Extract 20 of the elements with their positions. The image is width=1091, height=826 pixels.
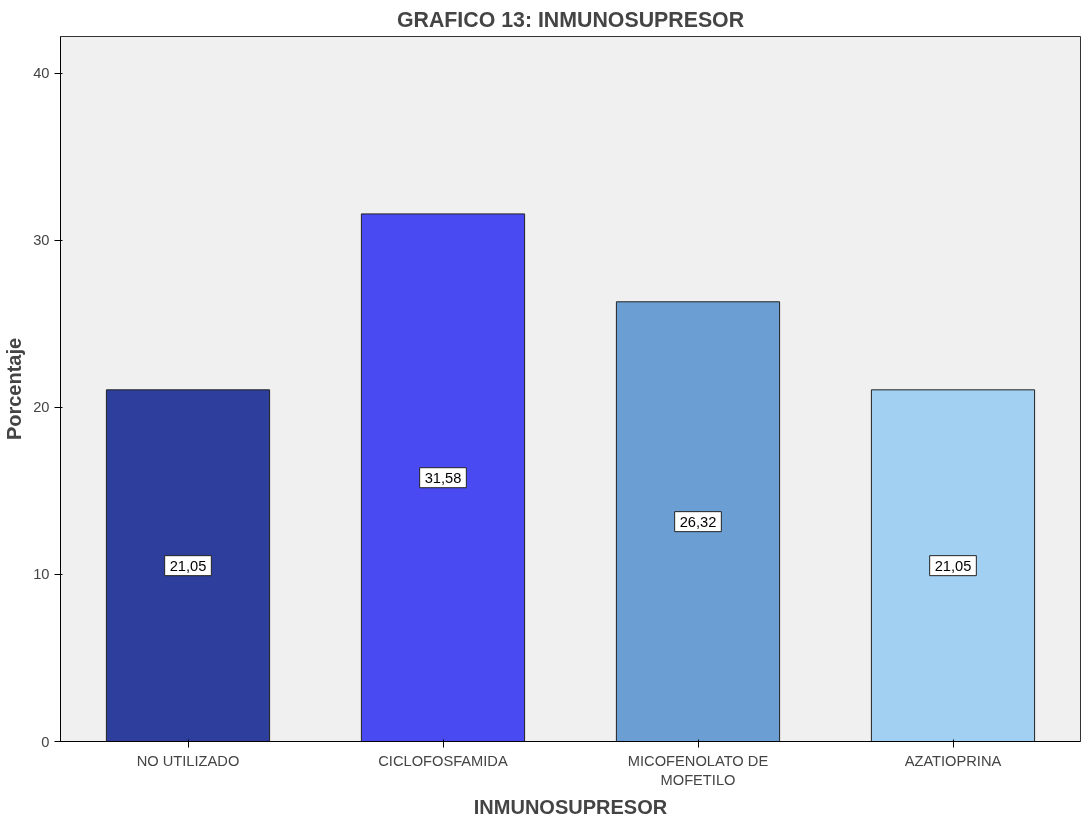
bar [615,301,781,742]
x-axis-title: INMUNOSUPRESOR [473,795,668,818]
y-tick-label: 40 [33,65,50,82]
chart-title: GRAFICO 13: INMUNOSUPRESOR [396,7,745,32]
x-tick-label: MICOFENOLATO DE MOFETILO [627,752,769,788]
y-axis-title: Porcentaje [3,337,26,441]
y-tick-label: 30 [33,232,50,249]
y-tick-label: 10 [33,566,50,583]
x-tick-label: AZATIOPRINA [904,752,1002,769]
data-label: 31,58 [424,469,462,486]
x-tick-label: NO UTILIZADO [136,752,240,769]
x-tick-label: CICLOFOSFAMIDA [378,752,508,769]
data-label: 21,05 [934,557,972,574]
y-tick-label: 0 [41,733,50,750]
bar [870,389,1036,742]
data-label: 21,05 [169,557,207,574]
y-tick-label: 20 [33,399,50,416]
bar [105,389,271,742]
bar [360,213,526,742]
data-label: 26,32 [679,513,717,530]
